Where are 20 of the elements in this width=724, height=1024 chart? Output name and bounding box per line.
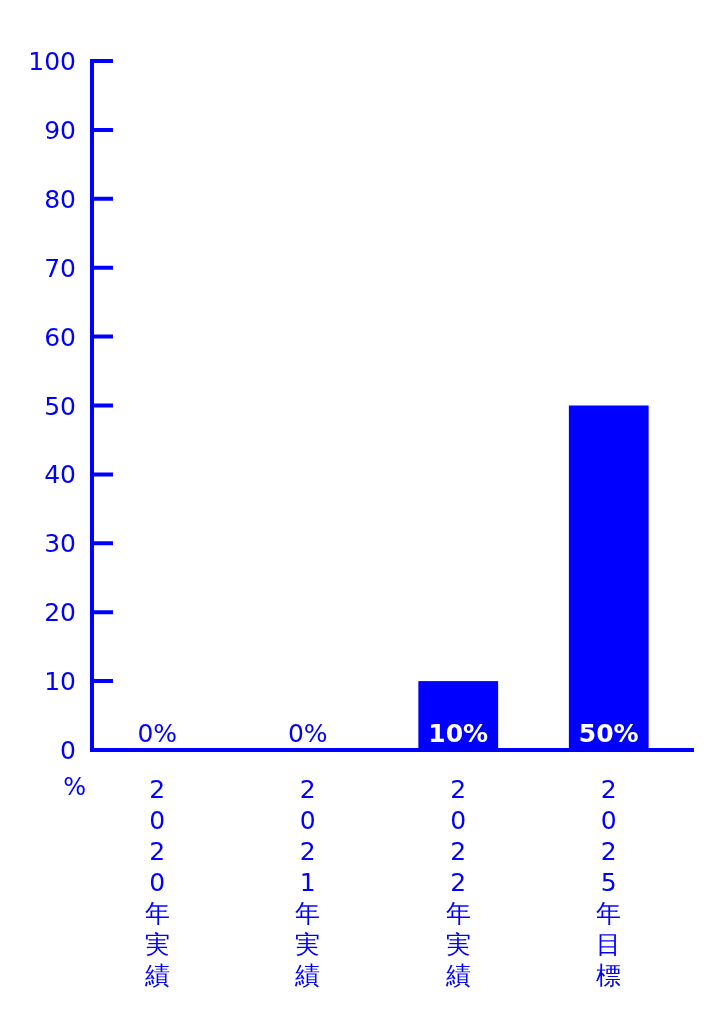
x-tick-label: 2022年実績 xyxy=(444,775,471,990)
data-label: 0% xyxy=(137,719,178,748)
y-tick-label: 80 xyxy=(44,184,76,214)
y-tick-label: 40 xyxy=(44,460,76,490)
y-tick-label: 20 xyxy=(44,598,76,628)
y-tick-label: 50 xyxy=(44,391,76,421)
data-label: 0% xyxy=(287,719,328,748)
y-tick-label: 10 xyxy=(44,667,76,697)
y-tick-label: 0 xyxy=(60,736,76,765)
y-tick-label: 70 xyxy=(44,253,76,283)
y-tick-label: 30 xyxy=(44,529,76,559)
y-tick-label: 100 xyxy=(28,47,76,76)
data-label: 50% xyxy=(578,719,639,748)
y-tick-label: 60 xyxy=(44,322,76,352)
x-tick-label: 2025年目標 xyxy=(596,775,622,990)
data-label: 10% xyxy=(428,719,489,748)
y-tick-label: 90 xyxy=(44,115,76,145)
y-axis-title: % xyxy=(63,773,86,801)
x-tick-label: 2020年実績 xyxy=(143,775,170,990)
x-tick-label: 2021年実績 xyxy=(294,775,321,990)
